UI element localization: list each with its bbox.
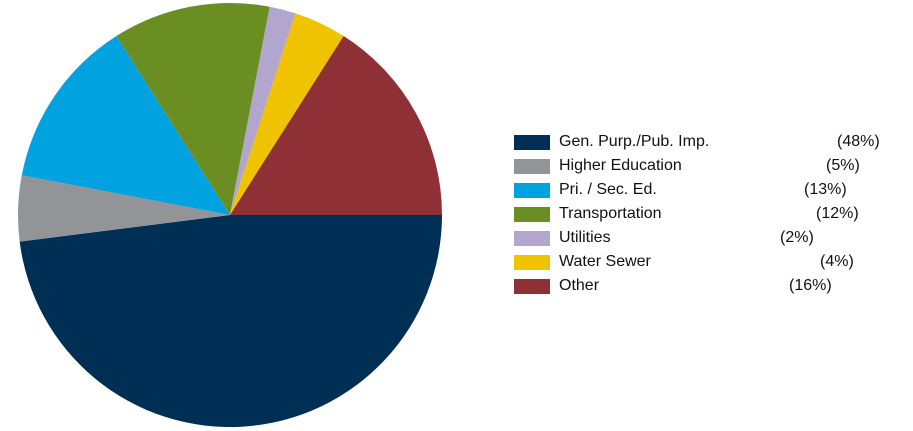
pie-slice-pri-sec-ed bbox=[21, 36, 231, 215]
legend-swatch bbox=[514, 207, 550, 222]
legend-swatch bbox=[514, 279, 550, 294]
legend-swatch bbox=[514, 231, 550, 246]
legend-item-higher-education: Higher Education (5%) bbox=[514, 156, 894, 180]
legend-swatch bbox=[514, 159, 550, 174]
legend-item-transportation: Transportation (12%) bbox=[514, 204, 894, 228]
pie-slice-utilities bbox=[230, 6, 296, 216]
legend-percent: (12%) bbox=[816, 205, 859, 222]
legend-item-pri-sec-ed: Pri. / Sec. Ed. (13%) bbox=[514, 180, 894, 204]
legend-label: Higher Education bbox=[559, 157, 682, 174]
legend-percent: (5%) bbox=[826, 157, 860, 174]
pie-slice-other bbox=[230, 36, 442, 215]
pie-slice-higher-education bbox=[18, 175, 230, 242]
legend-label: Water Sewer bbox=[559, 253, 651, 270]
legend-percent: (2%) bbox=[780, 229, 814, 246]
legend-percent: (4%) bbox=[820, 253, 854, 270]
legend-swatch bbox=[514, 255, 550, 270]
legend-item-other: Other (16%) bbox=[514, 276, 894, 300]
legend-item-water-sewer: Water Sewer (4%) bbox=[514, 252, 894, 276]
legend-percent: (48%) bbox=[837, 133, 880, 150]
legend-label: Pri. / Sec. Ed. bbox=[559, 181, 657, 198]
legend-swatch bbox=[514, 135, 550, 150]
legend-label: Utilities bbox=[559, 229, 611, 246]
pie-slice-gen-purp-pub-imp bbox=[19, 215, 442, 428]
legend-swatch bbox=[514, 183, 550, 198]
legend-label: Other bbox=[559, 277, 600, 294]
legend-percent: (13%) bbox=[804, 181, 847, 198]
legend: Gen. Purp./Pub. Imp. (48%) Higher Educat… bbox=[514, 132, 894, 300]
legend-item-gen-purp: Gen. Purp./Pub. Imp. (48%) bbox=[514, 132, 894, 156]
pie-slice-water-sewer bbox=[230, 13, 344, 215]
legend-label: Transportation bbox=[559, 205, 662, 222]
legend-label: Gen. Purp./Pub. Imp. bbox=[559, 133, 710, 150]
legend-item-utilities: Utilities (2%) bbox=[514, 228, 894, 252]
pie-slice-transportation bbox=[116, 3, 270, 215]
legend-percent: (16%) bbox=[789, 277, 832, 294]
